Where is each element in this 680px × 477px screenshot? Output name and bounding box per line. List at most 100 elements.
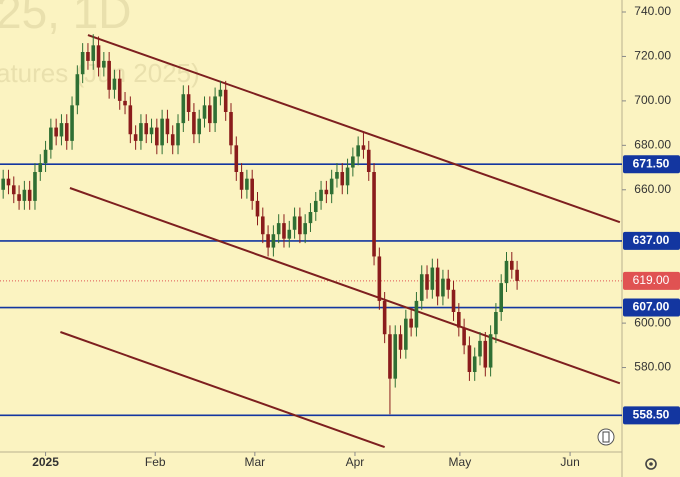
- candle-body: [43, 149, 48, 164]
- candle-body: [123, 100, 127, 106]
- candle-body: [329, 178, 334, 195]
- candle-body: [139, 123, 143, 141]
- candle-body: [75, 74, 80, 106]
- candle-body: [372, 172, 376, 257]
- candle-body: [282, 223, 286, 239]
- candle-body: [165, 118, 170, 135]
- candle-body: [313, 200, 318, 212]
- candle-body: [11, 185, 16, 195]
- candle-body: [430, 267, 435, 290]
- level-label: 558.50: [633, 408, 670, 422]
- candle-body: [441, 278, 445, 297]
- candle-body: [80, 52, 85, 75]
- candle-body: [91, 45, 96, 61]
- candle-body: [96, 45, 101, 68]
- candle-body: [260, 216, 265, 235]
- candle-body: [377, 256, 382, 301]
- candle-body: [117, 78, 122, 101]
- candle-body: [6, 178, 11, 186]
- y-tick-label: 680.00: [634, 138, 671, 152]
- candle-body: [356, 145, 360, 157]
- candle-body: [250, 178, 254, 201]
- candle-body: [488, 334, 493, 368]
- x-tick-label: May: [449, 455, 472, 469]
- level-label: 671.50: [633, 156, 670, 170]
- candle-body: [64, 123, 69, 141]
- candle-body: [478, 340, 482, 357]
- candle-body: [176, 123, 180, 146]
- candle-body: [22, 189, 27, 201]
- candle-body: [446, 278, 451, 290]
- candle-body: [308, 212, 313, 224]
- candle-body: [467, 345, 472, 372]
- y-tick-label: 740.00: [634, 4, 671, 18]
- candle-body: [54, 127, 58, 137]
- candle-body: [107, 60, 111, 90]
- candle-body: [345, 167, 350, 186]
- level-label-box: [623, 406, 680, 425]
- level-label: 607.00: [633, 300, 670, 314]
- trend-line: [87, 34, 621, 224]
- candle-body: [340, 172, 345, 186]
- candle-body: [419, 274, 424, 301]
- candle-body: [70, 105, 74, 141]
- settings-icon[interactable]: [645, 458, 657, 470]
- candle-body: [1, 178, 5, 190]
- x-tick-label: Apr: [346, 455, 365, 469]
- candle-body: [393, 334, 398, 379]
- candle-body: [27, 189, 32, 201]
- candle-body: [223, 89, 228, 112]
- candle-body: [229, 112, 233, 146]
- y-tick-label: 720.00: [634, 49, 671, 63]
- candle-body: [234, 145, 239, 172]
- y-tick-label: 660.00: [634, 182, 671, 196]
- last-price-box: [623, 271, 680, 290]
- candle-body: [49, 127, 53, 150]
- y-tick-label: 600.00: [634, 315, 671, 329]
- x-tick-label: 2025: [32, 455, 59, 469]
- candle-body: [292, 216, 297, 230]
- candle-body: [287, 229, 292, 239]
- candle-body: [239, 172, 244, 190]
- candle-body: [499, 283, 504, 312]
- candle-body: [435, 267, 440, 297]
- candle-body: [404, 318, 408, 350]
- x-tick-label: Mar: [245, 455, 266, 469]
- candle-body: [298, 216, 302, 235]
- candle-body: [245, 178, 249, 190]
- candle-body: [181, 94, 186, 124]
- candle-body: [33, 172, 37, 201]
- candle-body: [388, 334, 392, 379]
- candle-body: [462, 327, 466, 346]
- candle-body: [192, 112, 196, 135]
- level-label-box: [623, 298, 680, 317]
- candle-body: [186, 94, 191, 112]
- candle-body: [451, 289, 456, 312]
- candle-body: [112, 78, 117, 90]
- candle-body: [335, 172, 339, 179]
- candle-body: [144, 123, 149, 135]
- candle-body: [494, 312, 498, 335]
- candle-body: [213, 96, 217, 124]
- x-tick-label: Feb: [145, 455, 166, 469]
- candle-body: [17, 194, 21, 201]
- candle-body: [457, 312, 461, 328]
- candle-body: [504, 260, 509, 284]
- candle-body: [208, 105, 212, 124]
- candle-body: [86, 52, 90, 61]
- candle-body: [160, 118, 164, 146]
- candle-body: [319, 189, 323, 201]
- candle-body: [128, 105, 133, 135]
- level-label: 637.00: [633, 233, 670, 247]
- candle-body: [133, 134, 138, 141]
- auto-scale-icon[interactable]: [597, 428, 615, 446]
- candle-body: [509, 260, 514, 270]
- candle-body: [266, 234, 270, 248]
- last-price-label: 619.00: [633, 273, 670, 287]
- candle-body: [197, 118, 202, 135]
- y-tick-label: 580.00: [634, 360, 671, 374]
- candle-body: [255, 200, 260, 217]
- x-tick-label: Jun: [560, 455, 579, 469]
- candle-body: [472, 356, 477, 372]
